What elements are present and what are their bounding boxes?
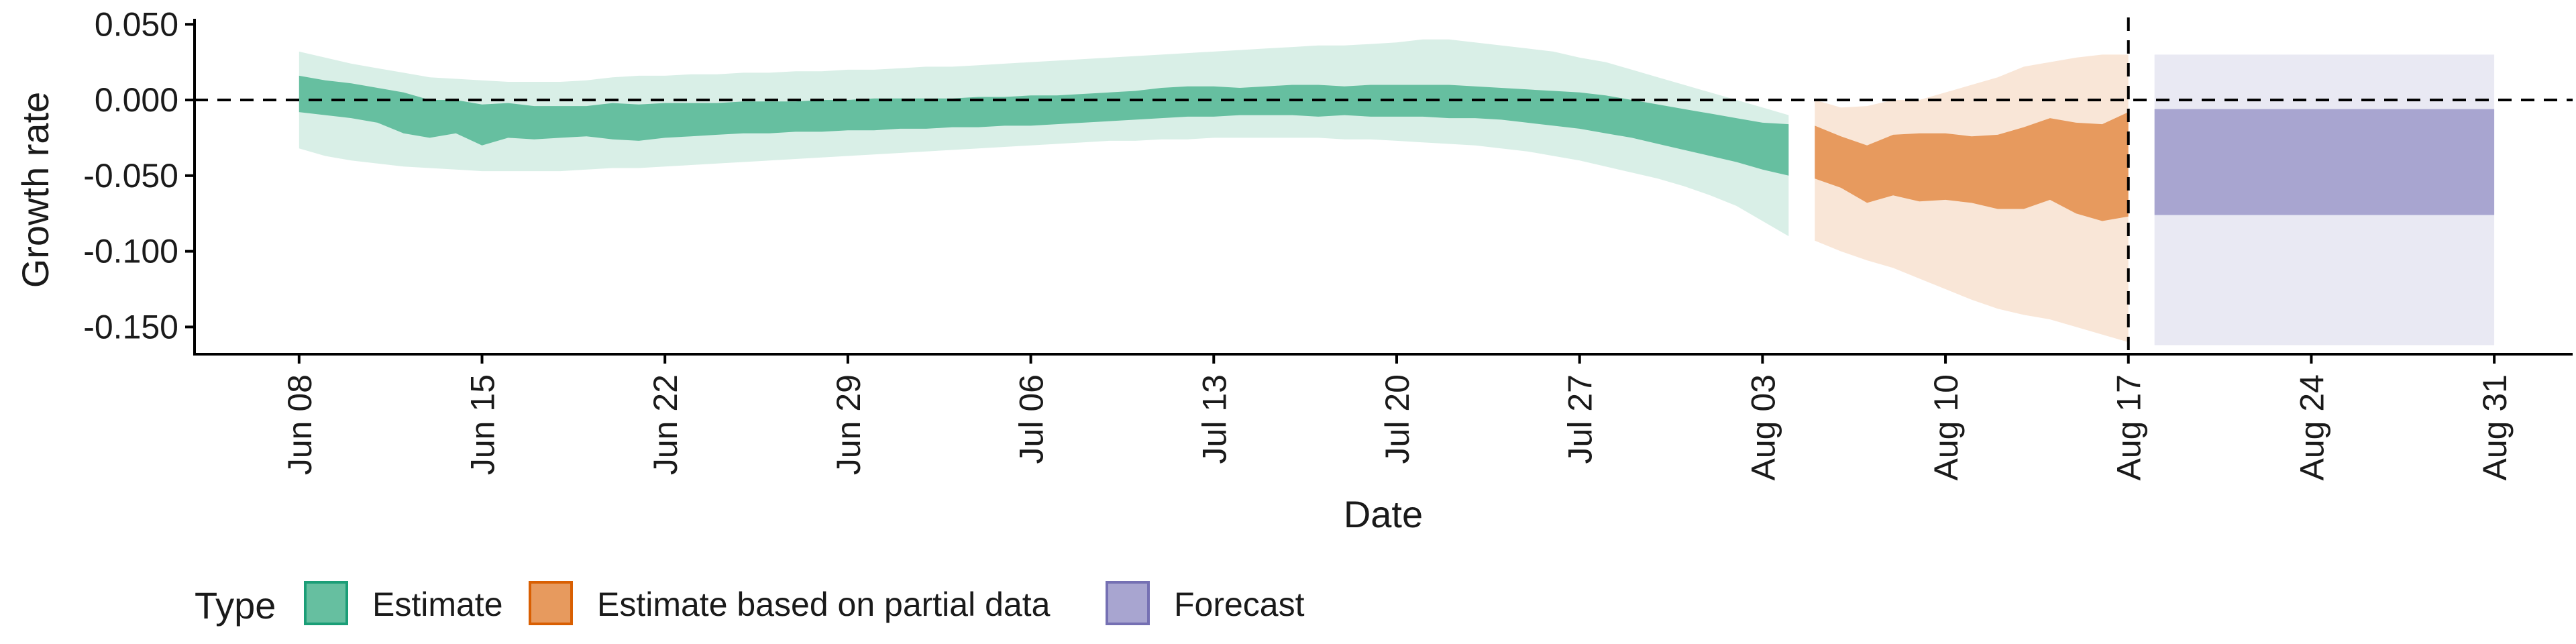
legend-label-forecast: Forecast <box>1174 586 1305 623</box>
x-tick-label: Jun 08 <box>281 374 319 475</box>
band-inner-estimate-based-on-partial-data <box>1815 112 2129 221</box>
axes <box>193 19 2573 356</box>
y-tick-label: -0.100 <box>83 233 178 270</box>
x-tick-label: Aug 31 <box>2476 374 2514 480</box>
y-ticks: 0.050 0.000 -0.050 -0.100 -0.150 <box>83 5 195 345</box>
x-tick-label: Jul 06 <box>1013 374 1051 464</box>
legend-key-estimate-based-on-partial-data <box>529 581 573 625</box>
y-tick-label: -0.050 <box>83 157 178 195</box>
y-tick-label: -0.150 <box>83 308 178 345</box>
legend-label-estimate: Estimate <box>372 586 503 623</box>
legend-title: Type <box>195 584 276 627</box>
band-inner-forecast <box>2154 109 2495 215</box>
x-tick-label: Jul 20 <box>1379 374 1416 464</box>
legend: Type Estimate Estimate based on partial d… <box>195 581 1305 627</box>
legend-label-estimate-based-on-partial-data: Estimate based on partial data <box>597 586 1051 623</box>
x-axis-title: Date <box>1344 493 1423 535</box>
x-tick-label: Jul 13 <box>1195 374 1233 464</box>
x-tick-label: Jun 15 <box>464 374 502 475</box>
x-tick-label: Aug 17 <box>2110 374 2148 480</box>
x-tick-label: Jun 29 <box>830 374 867 475</box>
x-tick-label: Jun 22 <box>647 374 684 475</box>
reference-lines <box>195 17 2573 354</box>
y-axis-title: Growth rate <box>14 92 56 288</box>
y-tick-label: 0.050 <box>95 5 178 43</box>
legend-key-forecast <box>1106 581 1150 625</box>
legend-key-estimate <box>304 581 348 625</box>
x-tick-label: Aug 24 <box>2293 374 2330 480</box>
x-tick-label: Jul 27 <box>1562 374 1599 464</box>
x-tick-label: Aug 10 <box>1927 374 1965 480</box>
x-ticks: Jun 08 Jun 15 Jun 22 Jun 29 Jul 06 Jul 13 Jul … <box>281 354 2514 480</box>
x-tick-label: Aug 03 <box>1744 374 1782 480</box>
legend-items: Estimate Estimate based on partial data Fo… <box>304 581 1305 625</box>
y-tick-label: 0.000 <box>95 81 178 119</box>
bands-layer <box>299 39 2495 345</box>
